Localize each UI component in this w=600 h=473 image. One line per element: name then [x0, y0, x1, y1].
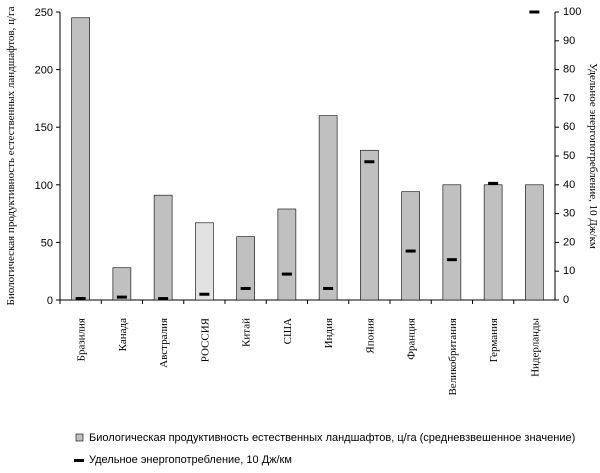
- marker: [75, 297, 86, 301]
- x-tick-label: Нидерланды: [529, 317, 541, 377]
- y-tick-label: 150: [35, 122, 53, 134]
- y-tick-label: 200: [35, 65, 53, 77]
- y2-tick-label: 10: [563, 265, 575, 277]
- marker: [158, 297, 169, 301]
- x-tick-label: Бразилия: [76, 318, 88, 361]
- bar: [483, 184, 503, 301]
- legend-label: Удельное энергопотребление, 10 Дж/км: [89, 454, 292, 466]
- marker: [240, 286, 251, 290]
- y-tick-label: 250: [35, 7, 53, 19]
- marker: [364, 160, 375, 164]
- marker: [529, 10, 540, 14]
- y2-tick-label: 70: [563, 92, 575, 104]
- marker: [281, 272, 292, 276]
- bar: [153, 194, 173, 301]
- x-tick-label: Великобритания: [447, 318, 459, 396]
- y2-tick-label: 0: [563, 294, 569, 306]
- legend-swatch: [75, 433, 84, 442]
- x-tick-label: Австралия: [158, 318, 170, 368]
- y2-axis-label: Удельное энергопотребление, 10 Дж/км: [587, 63, 599, 249]
- marker: [116, 295, 127, 299]
- x-tick-label: Канада: [117, 318, 129, 351]
- y2-tick-label: 80: [563, 64, 575, 76]
- y2-tick-label: 50: [563, 150, 575, 162]
- y2-tick-label: 100: [563, 6, 581, 18]
- bar: [360, 149, 379, 301]
- legend-swatch: [74, 459, 84, 462]
- y2-tick-label: 40: [563, 179, 575, 191]
- bar: [277, 208, 297, 301]
- bar: [112, 267, 132, 301]
- marker: [488, 181, 499, 185]
- y2-tick-label: 20: [563, 236, 575, 248]
- bar: [401, 191, 420, 301]
- bar: [195, 222, 214, 301]
- marker: [199, 292, 210, 296]
- y2-tick-label: 90: [563, 35, 575, 47]
- bar: [525, 184, 544, 301]
- y-tick-label: 0: [47, 295, 53, 307]
- y-tick-label: 100: [35, 180, 53, 192]
- x-tick-label: Япония: [364, 318, 376, 354]
- x-tick-label: Франция: [406, 318, 418, 360]
- x-tick-label: Китай: [241, 318, 253, 347]
- bar: [318, 115, 338, 301]
- y2-tick-label: 60: [563, 121, 575, 133]
- x-tick-label: Германия: [488, 318, 500, 362]
- marker: [323, 286, 334, 290]
- marker: [446, 258, 457, 262]
- x-tick-label: РОССИЯ: [199, 317, 211, 362]
- y-axis-label: Биологическая продуктивность естественны…: [5, 6, 17, 305]
- marker: [405, 249, 416, 253]
- x-tick-label: США: [282, 318, 294, 344]
- bar: [71, 17, 90, 301]
- bar: [442, 184, 462, 301]
- x-tick-label: Индия: [323, 318, 335, 348]
- legend-label: Биологическая продуктивность естественны…: [89, 432, 575, 444]
- bar: [236, 236, 255, 301]
- y2-tick-label: 30: [563, 208, 575, 220]
- y-tick-label: 50: [41, 237, 53, 249]
